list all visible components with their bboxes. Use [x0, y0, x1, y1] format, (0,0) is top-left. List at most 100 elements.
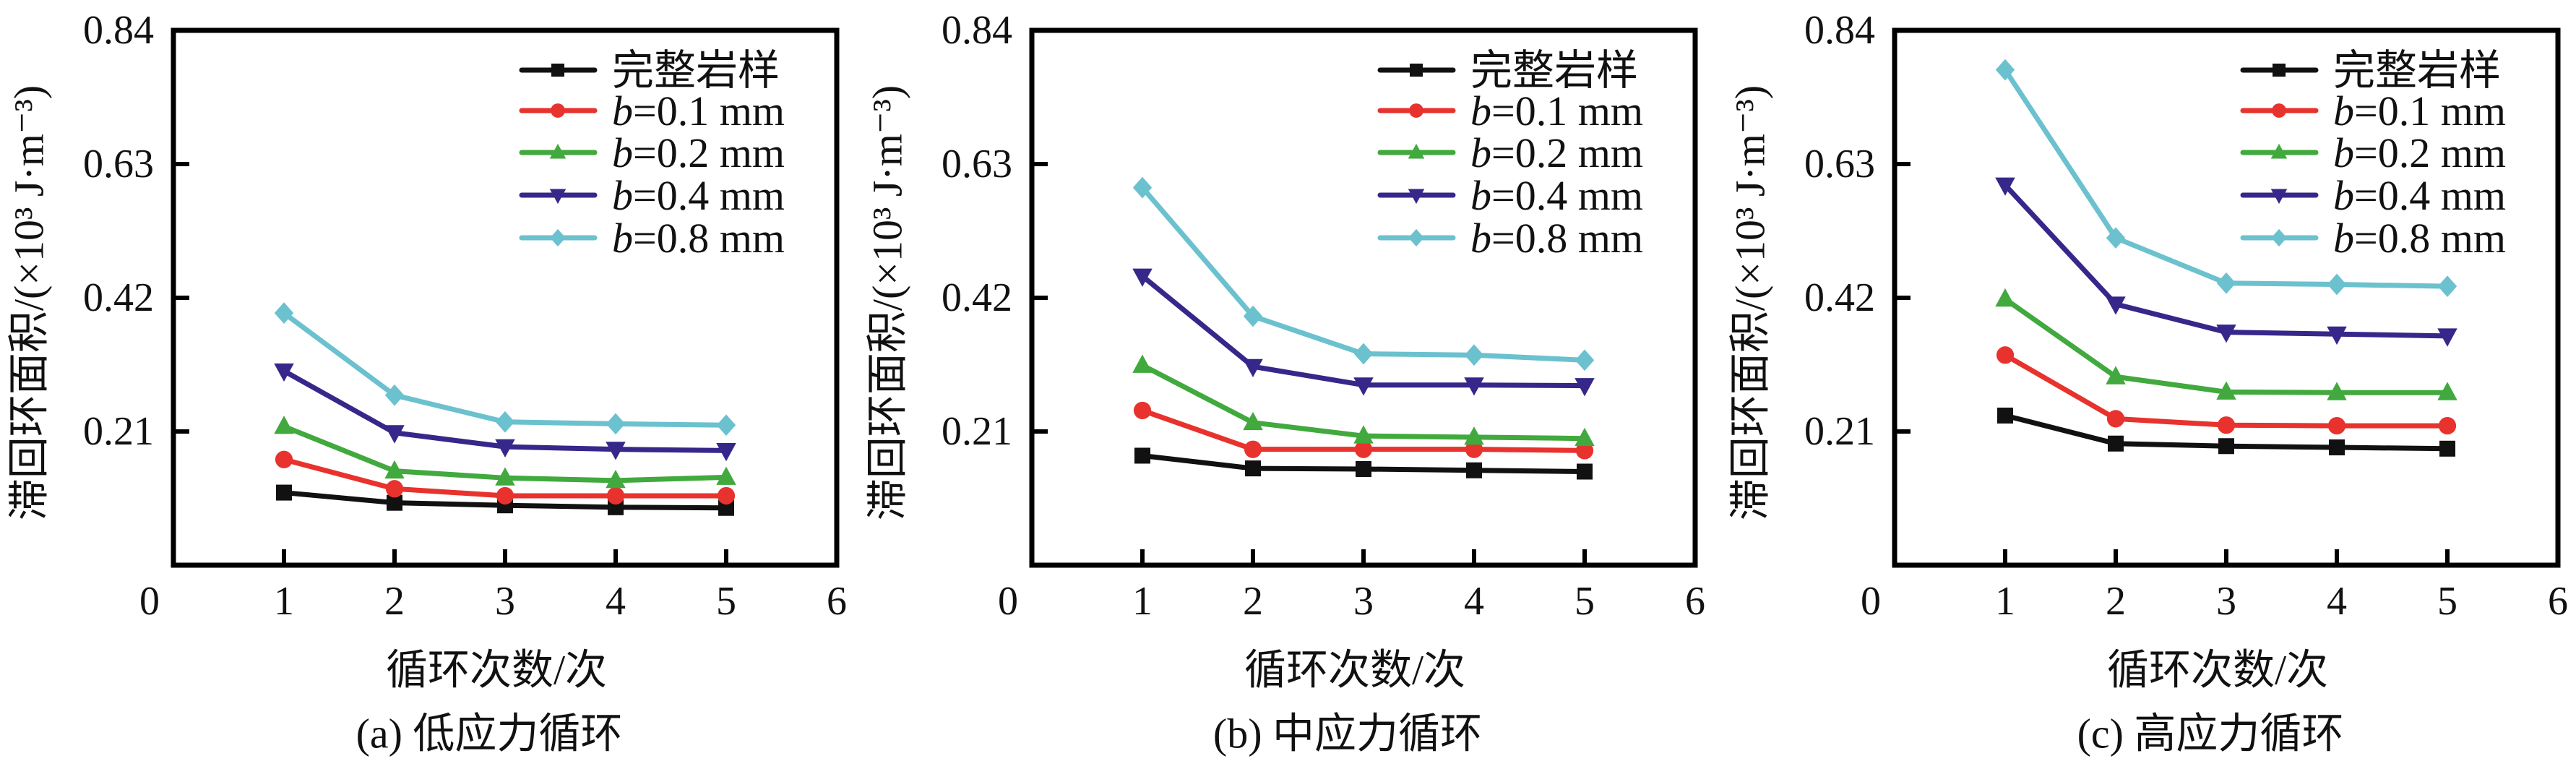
legend-item-b08: b=0.8 mm	[1377, 215, 1643, 262]
data-point	[1244, 440, 1262, 458]
x-tick-label: 2	[384, 579, 405, 624]
legend-item-b04: b=0.4 mm	[1377, 172, 1643, 219]
panel-caption: (b) 中应力循环	[1213, 710, 1482, 757]
data-point	[606, 413, 626, 435]
y-tick-label: 0.84	[1804, 8, 1875, 53]
legend-marker	[549, 189, 567, 205]
data-point	[1575, 349, 1595, 371]
data-point	[1575, 427, 1595, 447]
x-tick-label: 4	[2327, 579, 2347, 624]
x-tick-label: 3	[495, 579, 515, 624]
legend-label: b=0.1 mm	[612, 87, 785, 134]
y-axis-label: 滞回环面积/(×10³ J·m⁻³)	[6, 85, 53, 520]
legend-marker	[551, 64, 564, 77]
legend-label-rest: =0.1 mm	[633, 87, 785, 134]
x-axis-label: 循环次数/次	[386, 647, 607, 694]
data-point	[1995, 59, 2015, 81]
legend-label-rest: =0.8 mm	[1491, 215, 1643, 262]
legend-label-italic: b	[2333, 215, 2354, 262]
legend-item-b08: b=0.8 mm	[519, 215, 785, 262]
x-tick-label: 3	[1353, 579, 1374, 624]
data-point	[2438, 416, 2457, 435]
data-point	[1465, 440, 1483, 458]
data-point	[2218, 438, 2234, 455]
series-intact	[1134, 447, 1593, 480]
data-point	[606, 486, 625, 505]
chart-panel-1: 0.21 0.42 0.63 0.84 0 1 2 3 4 5 6 滞回环面积/(×10³ J·m⁻³…	[864, 8, 1706, 757]
legend-label: b=0.2 mm	[1470, 129, 1643, 176]
legend-label: b=0.8 mm	[612, 215, 785, 262]
data-point	[716, 466, 736, 485]
series-b08	[1995, 59, 2457, 297]
legend-label: b=0.4 mm	[612, 172, 785, 219]
data-point	[1575, 378, 1595, 397]
panel-caption: (c) 高应力循环	[2077, 710, 2344, 757]
x-tick-label: 0	[1861, 579, 1881, 624]
data-point	[1353, 425, 1374, 444]
data-point	[1575, 442, 1594, 460]
x-axis-label: 循环次数/次	[2107, 647, 2328, 694]
series-intact	[276, 484, 734, 516]
data-point	[2216, 325, 2236, 343]
legend-label: b=0.2 mm	[612, 129, 785, 176]
legend-label: b=0.4 mm	[1470, 172, 1643, 219]
x-tick-label: 5	[1575, 579, 1595, 624]
data-point	[2327, 273, 2347, 296]
series-b01	[1133, 401, 1594, 460]
legend-marker	[2270, 189, 2288, 205]
y-axis-label: 滞回环面积/(×10³ J·m⁻³)	[864, 85, 911, 520]
legend-marker	[550, 228, 566, 247]
series-line	[1140, 274, 1585, 389]
x-tick-label: 0	[139, 579, 160, 624]
data-point	[1354, 440, 1373, 458]
legend-item-b02: b=0.2 mm	[2240, 129, 2506, 176]
data-point	[1577, 463, 1593, 480]
series-b01	[1996, 346, 2457, 435]
legend-label: 完整岩样	[2333, 47, 2501, 94]
data-point	[1466, 462, 1482, 478]
series-b04	[274, 363, 736, 462]
legend-marker	[1409, 103, 1423, 118]
series-b02	[274, 416, 736, 489]
y-tick-label: 0.21	[83, 409, 154, 454]
data-point	[606, 442, 626, 460]
legend-marker	[549, 143, 567, 159]
data-point	[1243, 411, 1263, 431]
y-tick-label: 0.21	[942, 409, 1012, 454]
series-b08	[274, 302, 736, 437]
data-point	[1133, 401, 1152, 420]
data-point	[716, 442, 736, 462]
y-tick-label: 0.42	[83, 275, 154, 320]
y-tick-label: 0.42	[942, 275, 1012, 320]
data-point	[1134, 447, 1150, 464]
legend-item-b02: b=0.2 mm	[1377, 129, 1643, 176]
legend-marker	[2273, 64, 2286, 77]
legend-item-intact: 完整岩样	[519, 47, 780, 94]
data-point	[2106, 227, 2126, 249]
data-point	[1464, 377, 1484, 396]
data-point	[2216, 272, 2236, 294]
x-tick-label: 2	[2106, 579, 2126, 624]
legend-label-rest: =0.8 mm	[2354, 215, 2506, 262]
x-tick-label: 4	[606, 579, 626, 624]
legend-label-rest: =0.1 mm	[2354, 87, 2506, 134]
data-point	[2217, 416, 2236, 434]
data-point	[385, 480, 404, 498]
series-b02	[1995, 288, 2457, 400]
legend-label-rest: 完整岩样	[2333, 47, 2501, 94]
y-tick-label: 0.63	[942, 142, 1012, 186]
legend-label-italic: b	[1470, 172, 1491, 219]
legend-label-rest: =0.4 mm	[2354, 172, 2506, 219]
legend-item-b01: b=0.1 mm	[1377, 87, 1643, 134]
legend-label-rest: =0.2 mm	[1491, 129, 1643, 176]
legend-label-italic: b	[612, 172, 633, 219]
data-point	[2106, 410, 2125, 428]
series-line	[2003, 296, 2447, 395]
legend-item-b01: b=0.1 mm	[2240, 87, 2506, 134]
legend-label-rest: 完整岩样	[1470, 47, 1638, 94]
legend-label-italic: b	[612, 87, 633, 134]
legend-item-b08: b=0.8 mm	[2240, 215, 2506, 262]
